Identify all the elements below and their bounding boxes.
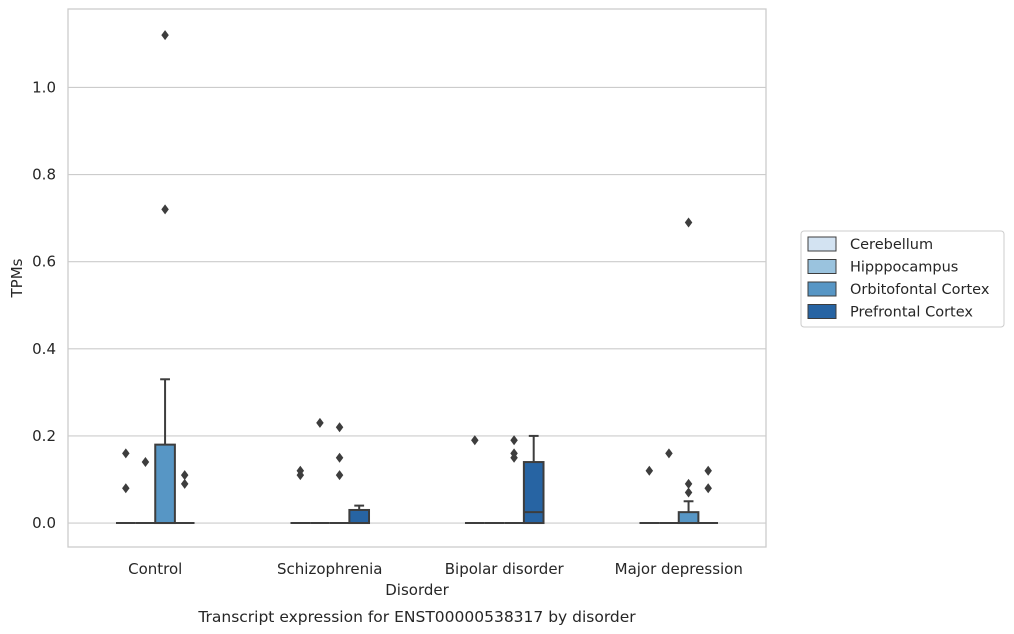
- x-axis-label: Disorder: [385, 581, 449, 599]
- y-tick-labels: 0.0 0.2 0.4 0.6 0.8 1.0: [32, 78, 56, 532]
- legend-label: Orbitofontal Cortex: [850, 282, 990, 298]
- outlier-point: [335, 422, 344, 433]
- y-tick-label: 0.4: [32, 340, 56, 358]
- legend-swatch: [807, 281, 837, 297]
- outlier-point: [316, 417, 324, 428]
- outlier-point: [335, 452, 344, 463]
- outlier-point: [141, 457, 150, 468]
- outlier-point: [684, 487, 693, 498]
- outlier-point: [684, 478, 693, 489]
- outlier-point: [684, 217, 693, 228]
- legend-swatch: [807, 236, 837, 252]
- boxes: [115, 378, 719, 525]
- y-tick-label: 0.6: [32, 253, 56, 271]
- outlier-point: [704, 483, 712, 494]
- legend-label: Prefrontal Cortex: [850, 305, 973, 321]
- x-tick-label: Bipolar disorder: [445, 560, 565, 578]
- outlier-point: [122, 483, 130, 494]
- outlier-point: [180, 478, 189, 489]
- legend-swatch: [807, 304, 837, 319]
- y-tick-label: 0.2: [32, 427, 56, 445]
- legend-label: Hipppocampus: [850, 260, 958, 276]
- x-tick-label: Schizophrenia: [277, 560, 382, 578]
- y-tick-label: 1.0: [32, 78, 56, 96]
- legend: Cerebellum Hipppocampus Orbitofontal Corte…: [800, 230, 1005, 328]
- outliers: [122, 30, 712, 498]
- outlier-point: [665, 448, 673, 459]
- legend-frame: [800, 230, 1005, 328]
- outlier-point: [161, 204, 169, 215]
- outlier-point: [510, 448, 518, 459]
- box: [677, 511, 700, 525]
- plot-frame: [67, 8, 767, 548]
- outlier-point: [335, 470, 344, 481]
- x-tick-label: Control: [128, 560, 182, 578]
- y-tick-label: 0.8: [32, 166, 56, 184]
- outlier-point: [180, 470, 189, 481]
- outlier-point: [296, 465, 305, 476]
- outlier-point: [645, 465, 654, 476]
- x-tick-labels: Control Schizophrenia Bipolar disorder Majo…: [128, 560, 743, 578]
- outlier-point: [161, 30, 169, 41]
- outlier-point: [471, 435, 479, 446]
- outlier-point: [122, 448, 130, 459]
- y-axis-label: TPMs: [8, 258, 26, 298]
- outlier-point: [704, 465, 712, 476]
- box: [522, 461, 545, 525]
- legend-swatch: [807, 259, 837, 274]
- x-tick-label: Major depression: [615, 560, 743, 578]
- box: [348, 508, 371, 525]
- chart-caption: Transcript expression for ENST0000053831…: [197, 608, 636, 626]
- y-tick-label: 0.0: [32, 514, 56, 532]
- legend-label: Cerebellum: [850, 237, 933, 253]
- box: [154, 443, 176, 525]
- outlier-point: [510, 435, 518, 446]
